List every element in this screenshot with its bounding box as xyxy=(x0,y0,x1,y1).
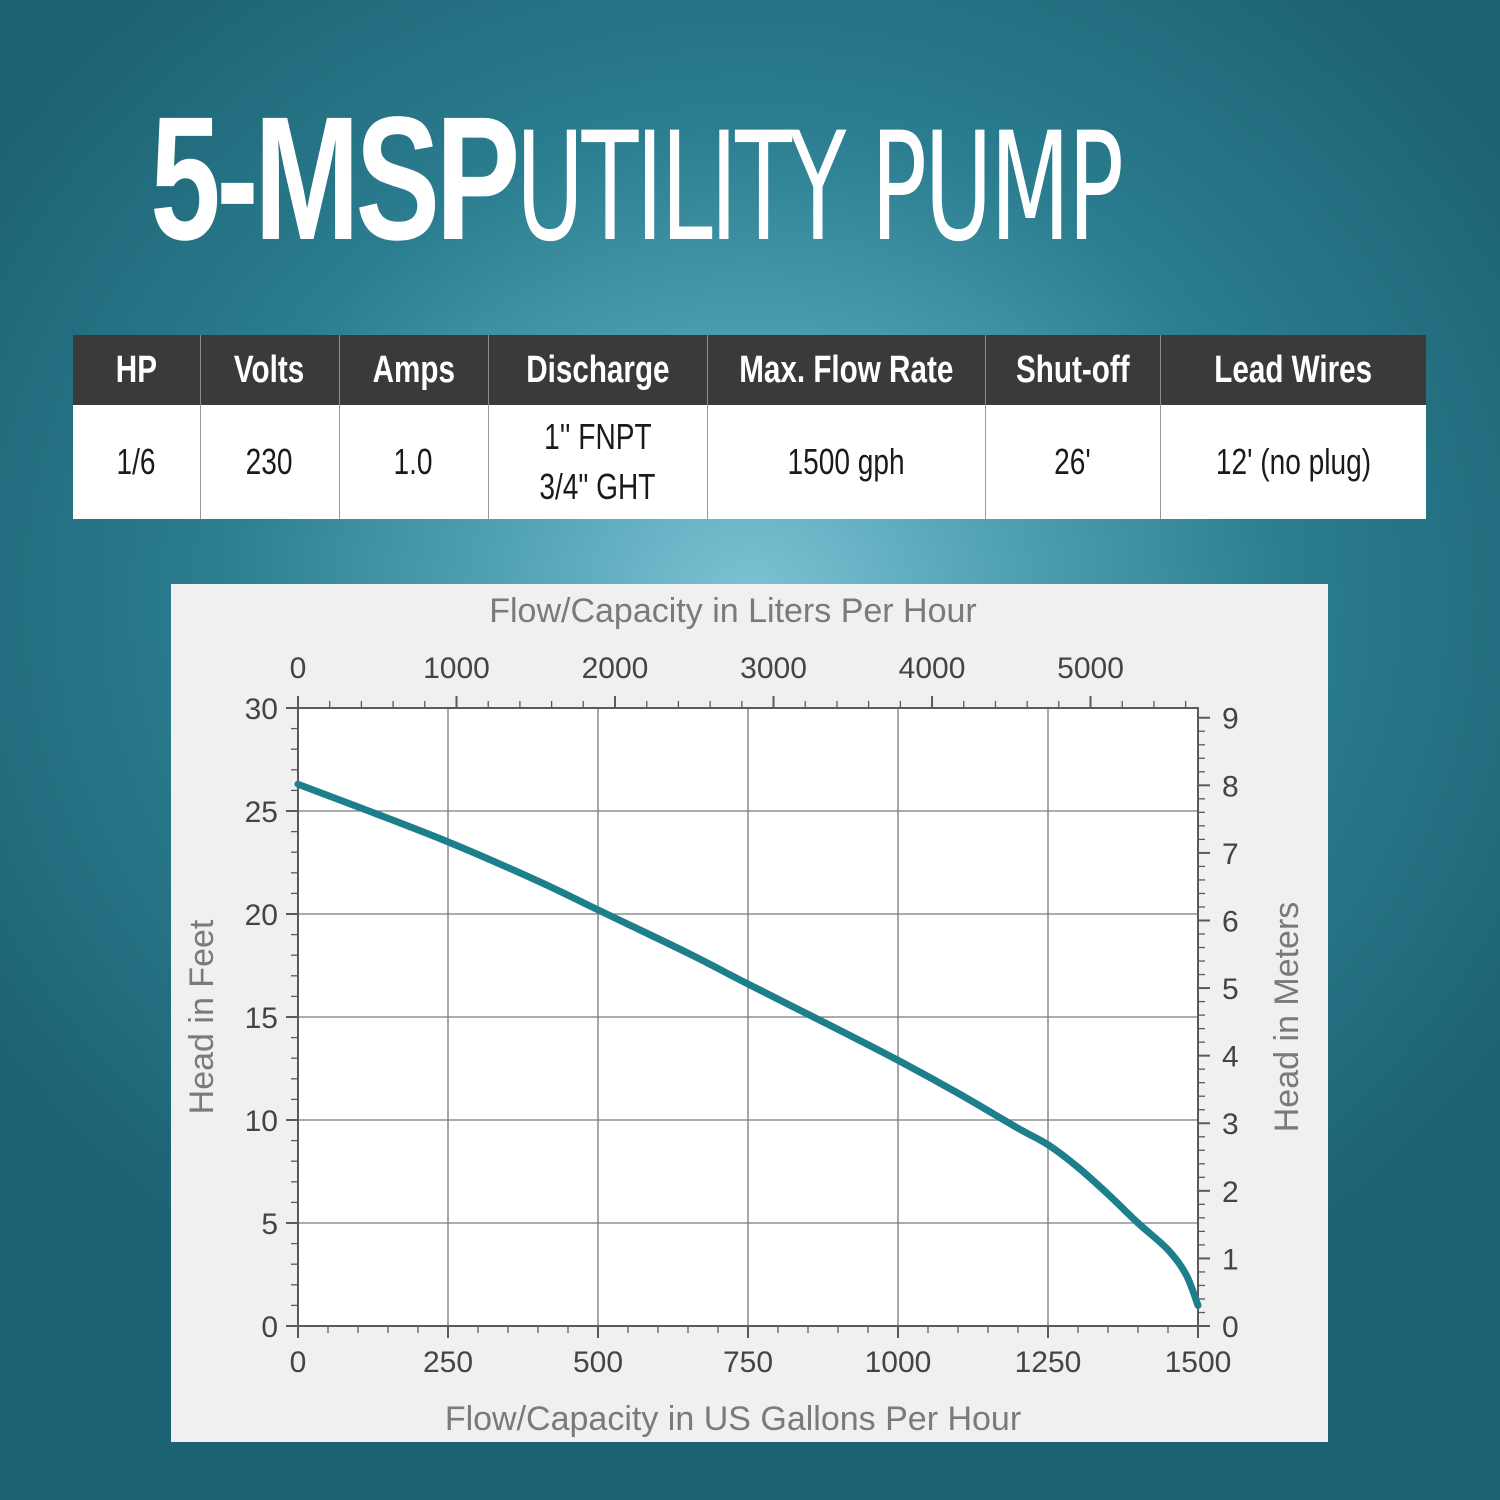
specs-table: HP Volts Amps Discharge Max. Flow Rate S… xyxy=(73,335,1426,519)
x-tick-label: 1000 xyxy=(865,1346,932,1379)
x-axis-title: Flow/Capacity in US Gallons Per Hour xyxy=(445,1400,1021,1438)
y-tick-label: 10 xyxy=(245,1105,278,1138)
specs-value-row: 1/6 230 1.0 1'' FNPT 3/4" GHT 1500 gph 26… xyxy=(73,405,1426,519)
y2-tick-label: 1 xyxy=(1222,1243,1239,1276)
value-volts: 230 xyxy=(200,405,340,519)
y2-tick-label: 3 xyxy=(1222,1108,1239,1141)
y-tick-label: 30 xyxy=(245,693,278,726)
x2-tick-label: 0 xyxy=(290,652,307,685)
header-lead-wires: Lead Wires xyxy=(1160,335,1426,405)
y2-tick-label: 9 xyxy=(1222,703,1239,736)
x-tick-label: 750 xyxy=(723,1346,773,1379)
y2-tick-label: 5 xyxy=(1222,973,1239,1006)
title-product: UTILITY PUMP xyxy=(515,101,1124,275)
header-hp: HP xyxy=(73,335,201,405)
header-max-flow: Max. Flow Rate xyxy=(707,335,986,405)
y2-tick-label: 7 xyxy=(1222,838,1239,871)
chart-grid xyxy=(297,707,1199,1327)
y2-tick-label: 2 xyxy=(1222,1176,1239,1209)
header-amps: Amps xyxy=(339,335,489,405)
y2-tick-label: 0 xyxy=(1222,1311,1239,1344)
pump-curve-chart: 0 250 500 750 1000 1250 1500 0 5 10 15 20 25 30 0 1000 2… xyxy=(171,584,1328,1442)
x2-tick-label: 2000 xyxy=(582,652,649,685)
y2-tick-label: 6 xyxy=(1222,905,1239,938)
header-shutoff: Shut-off xyxy=(985,335,1161,405)
y2-axis-title: Head in Meters xyxy=(1268,902,1306,1133)
y-tick-label: 5 xyxy=(261,1208,278,1241)
series-line-pump-curve xyxy=(294,780,1202,1309)
y-tick-label: 15 xyxy=(245,1002,278,1035)
page-title: 5-MSPUTILITY PUMP xyxy=(0,78,1500,280)
x2-tick-label: 1000 xyxy=(423,652,490,685)
x-tick-label: 0 xyxy=(290,1346,307,1379)
y-tick-label: 0 xyxy=(261,1311,278,1344)
x2-axis-title: Flow/Capacity in Liters Per Hour xyxy=(489,592,977,630)
x-tick-label: 1250 xyxy=(1015,1346,1082,1379)
x2-tick-label: 5000 xyxy=(1057,652,1124,685)
y-tick-label: 20 xyxy=(245,899,278,932)
specs-header-row: HP Volts Amps Discharge Max. Flow Rate S… xyxy=(73,335,1426,405)
header-discharge: Discharge xyxy=(488,335,708,405)
value-amps: 1.0 xyxy=(339,405,489,519)
value-discharge-line1: 1'' FNPT xyxy=(543,416,652,457)
x-tick-label: 500 xyxy=(573,1346,623,1379)
value-max-flow: 1500 gph xyxy=(707,405,986,519)
chart-ticks xyxy=(286,696,1210,1338)
value-hp: 1/6 xyxy=(73,405,201,519)
title-model: 5-MSP xyxy=(150,81,520,277)
y2-tick-label: 4 xyxy=(1222,1041,1239,1074)
y2-tick-label: 8 xyxy=(1222,770,1239,803)
value-discharge-line2: 3/4" GHT xyxy=(539,466,656,507)
x-tick-label: 250 xyxy=(423,1346,473,1379)
value-discharge: 1'' FNPT 3/4" GHT xyxy=(488,405,708,519)
y-axis-title: Head in Feet xyxy=(183,919,221,1114)
value-shutoff: 26' xyxy=(985,405,1161,519)
x2-tick-label: 4000 xyxy=(899,652,966,685)
y-tick-label: 25 xyxy=(245,796,278,829)
header-volts: Volts xyxy=(200,335,340,405)
x2-tick-label: 3000 xyxy=(740,652,807,685)
value-lead-wires: 12' (no plug) xyxy=(1160,405,1426,519)
x-tick-label: 1500 xyxy=(1165,1346,1232,1379)
